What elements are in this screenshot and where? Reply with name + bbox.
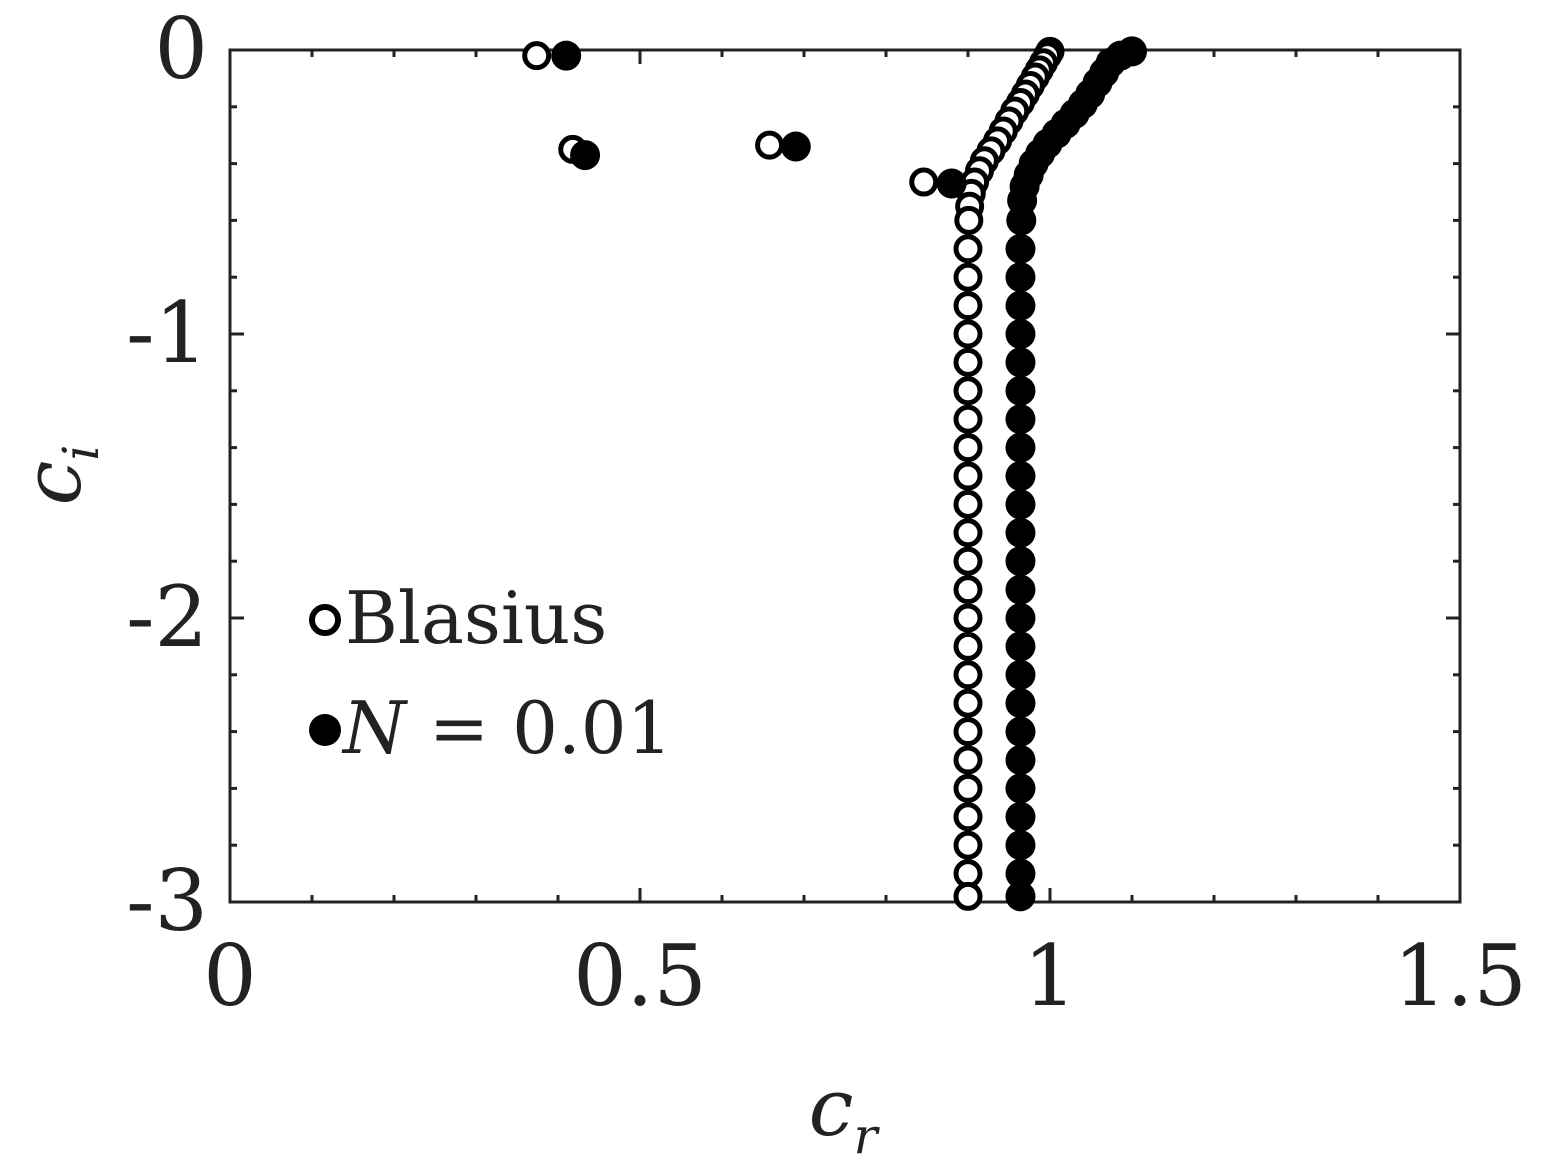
y-tick-labels: 0 -1 -2 -3 (126, 0, 208, 950)
y-tick-label: -2 (126, 568, 208, 666)
point-n001 (1005, 375, 1036, 406)
point-n001 (1005, 659, 1036, 690)
point-n001 (1005, 347, 1036, 378)
point-blasius (953, 518, 983, 548)
y-tick-label: -1 (126, 284, 208, 382)
plot-area (228, 48, 1462, 904)
legend-label-n001-italic: N (341, 686, 409, 770)
point-blasius (953, 603, 983, 633)
point-n001 (1005, 461, 1036, 491)
legend-marker-blasius (309, 604, 341, 636)
point-n001 (1005, 404, 1036, 435)
legend-marker-n001 (309, 714, 341, 746)
x-tick-label: 1 (1023, 927, 1076, 1025)
point-blasius (953, 404, 983, 434)
point-blasius (953, 773, 983, 803)
x-tick-labels: 0 0.5 1 1.5 (203, 927, 1527, 1025)
point-blasius (953, 881, 983, 911)
point-n001 (1005, 517, 1036, 548)
x-tick-label: 1.5 (1393, 927, 1527, 1025)
point-n001 (1005, 290, 1036, 321)
point-blasius (953, 347, 983, 377)
point-blasius (953, 688, 983, 718)
point-n001 (780, 131, 811, 162)
point-n001 (1005, 716, 1036, 747)
point-blasius (522, 41, 552, 71)
point-n001 (1005, 262, 1036, 293)
point-blasius (953, 376, 983, 406)
point-blasius (953, 262, 983, 292)
point-n001 (1005, 830, 1036, 861)
point-n001 (1005, 546, 1036, 577)
point-blasius (953, 546, 983, 576)
point-n001 (1005, 745, 1036, 775)
point-blasius (953, 489, 983, 519)
y-axis-label: ci (6, 445, 110, 506)
x-tick-label: 0 (203, 927, 256, 1025)
point-blasius (953, 433, 983, 463)
point-n001 (1005, 773, 1036, 804)
point-n001 (1005, 631, 1036, 662)
y-tick-label: 0 (155, 0, 208, 98)
point-blasius (954, 205, 984, 235)
point-n001 (1006, 205, 1037, 236)
point-blasius (953, 802, 983, 832)
point-n001 (1005, 432, 1036, 463)
point-n001 (570, 140, 601, 171)
point-n001 (1005, 881, 1036, 912)
x-tick-label: 0.5 (573, 927, 707, 1025)
legend-label-n001-rest: = 0.01 (406, 686, 672, 770)
point-blasius (953, 660, 983, 690)
point-blasius (953, 319, 983, 349)
point-blasius (755, 130, 785, 160)
x-axis-label: cr (809, 1061, 881, 1165)
point-n001 (1005, 801, 1036, 832)
point-n001 (1005, 233, 1036, 264)
y-axis-label-sub: i (52, 445, 110, 461)
point-blasius (953, 717, 983, 747)
point-blasius (953, 745, 983, 775)
legend: Blasius N = 0.01 (309, 576, 672, 770)
point-blasius (909, 167, 939, 197)
legend-label-n001: N = 0.01 (341, 686, 672, 770)
point-n001 (1005, 603, 1036, 633)
axis-ticks (228, 48, 1462, 904)
data-points (522, 36, 1147, 912)
legend-label-blasius: Blasius (345, 576, 607, 660)
y-tick-label: -3 (126, 852, 208, 950)
point-blasius (953, 575, 983, 605)
point-blasius (953, 461, 983, 491)
point-n001 (936, 168, 967, 199)
point-blasius (953, 631, 983, 661)
x-axis-label-sub: r (853, 1107, 880, 1165)
plot-frame (228, 48, 1462, 904)
y-axis-label-main: c (6, 461, 99, 506)
point-blasius (953, 830, 983, 860)
point-blasius (953, 234, 983, 264)
point-blasius (953, 291, 983, 321)
x-axis-label-main: c (809, 1061, 854, 1154)
point-n001 (551, 40, 582, 71)
point-n001 (1005, 858, 1036, 889)
point-n001 (1005, 688, 1036, 719)
point-n001 (1005, 489, 1036, 520)
point-n001 (1005, 574, 1036, 605)
point-n001 (1005, 319, 1036, 349)
